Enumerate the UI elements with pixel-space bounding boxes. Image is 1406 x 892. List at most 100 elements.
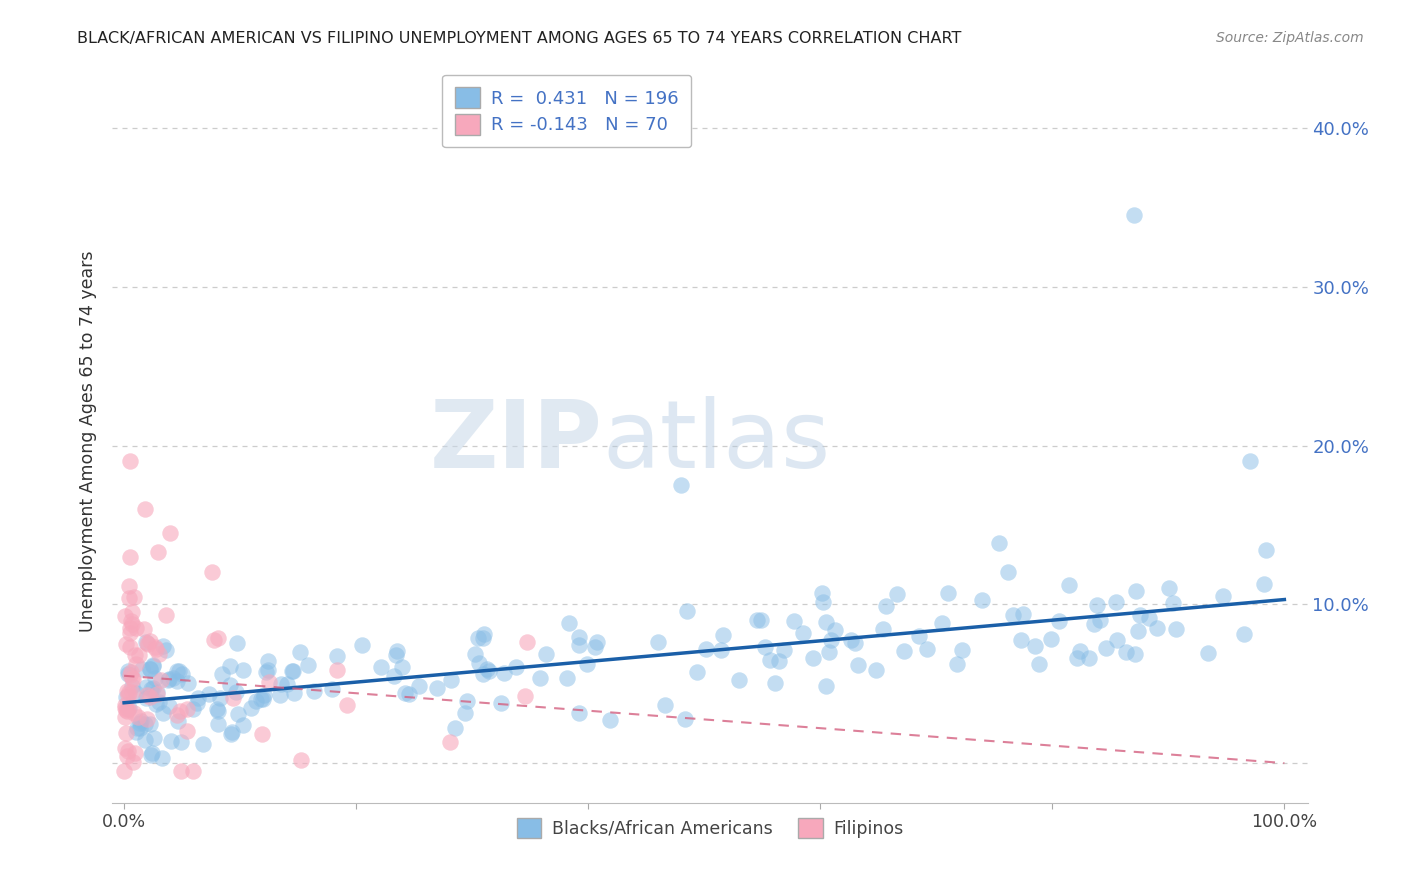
Point: [516, 634, 538, 648]
Point: [120, 665, 142, 680]
Point: [1057, 578, 1080, 592]
Point: [1146, 621, 1168, 635]
Point: [191, 737, 214, 751]
Point: [1024, 640, 1046, 654]
Point: [817, 645, 839, 659]
Point: [142, 681, 165, 696]
Point: [157, 672, 180, 686]
Point: [387, 643, 409, 657]
Point: [475, 662, 498, 676]
Point: [997, 565, 1019, 579]
Point: [1105, 633, 1128, 648]
Point: [118, 591, 141, 606]
Point: [1254, 543, 1277, 558]
Point: [162, 671, 184, 685]
Point: [139, 747, 162, 762]
Point: [124, 657, 146, 672]
Point: [801, 651, 824, 665]
Point: [118, 640, 141, 655]
Point: [254, 665, 277, 679]
Point: [257, 664, 280, 678]
Point: [121, 617, 143, 632]
Point: [152, 706, 174, 720]
Point: [114, 698, 136, 713]
Point: [136, 712, 159, 726]
Point: [135, 635, 157, 649]
Point: [529, 671, 551, 685]
Point: [205, 702, 228, 716]
Point: [125, 725, 148, 739]
Point: [1105, 595, 1128, 609]
Point: [181, 702, 204, 716]
Point: [122, 591, 145, 605]
Point: [115, 704, 138, 718]
Point: [288, 644, 311, 658]
Point: [946, 657, 969, 672]
Point: [115, 684, 138, 698]
Point: [112, 764, 135, 778]
Point: [128, 721, 150, 735]
Point: [1095, 640, 1118, 655]
Point: [1157, 581, 1180, 595]
Point: [239, 701, 262, 715]
Point: [166, 708, 188, 723]
Point: [201, 565, 224, 579]
Point: [117, 744, 139, 758]
Point: [269, 688, 291, 702]
Point: [751, 613, 773, 627]
Point: [1066, 651, 1088, 665]
Point: [169, 704, 191, 718]
Point: [207, 704, 229, 718]
Point: [141, 682, 163, 697]
Point: [134, 733, 156, 747]
Point: [1122, 208, 1144, 222]
Point: [1083, 616, 1105, 631]
Point: [257, 654, 280, 668]
Point: [695, 642, 717, 657]
Point: [352, 638, 374, 652]
Point: [763, 676, 786, 690]
Point: [783, 615, 806, 629]
Point: [125, 621, 148, 635]
Point: [117, 702, 139, 716]
Point: [139, 716, 162, 731]
Point: [120, 667, 142, 681]
Point: [114, 710, 136, 724]
Point: [676, 604, 699, 618]
Point: [872, 622, 894, 636]
Point: [127, 722, 149, 736]
Point: [875, 599, 897, 613]
Legend: Blacks/African Americans, Filipinos: Blacks/African Americans, Filipinos: [506, 807, 914, 848]
Point: [117, 664, 139, 678]
Point: [136, 637, 159, 651]
Point: [472, 666, 495, 681]
Point: [394, 686, 416, 700]
Point: [283, 686, 305, 700]
Point: [773, 643, 796, 657]
Point: [139, 690, 162, 704]
Point: [156, 673, 179, 687]
Point: [186, 696, 208, 710]
Point: [181, 764, 204, 778]
Point: [257, 674, 280, 689]
Point: [118, 579, 141, 593]
Point: [136, 688, 159, 702]
Point: [1115, 645, 1137, 659]
Point: [536, 648, 558, 662]
Point: [135, 690, 157, 705]
Point: [1047, 614, 1070, 628]
Point: [456, 694, 478, 708]
Point: [513, 689, 536, 703]
Point: [1129, 608, 1152, 623]
Point: [1166, 622, 1188, 636]
Point: [166, 674, 188, 689]
Point: [115, 726, 138, 740]
Point: [148, 695, 170, 709]
Point: [1028, 657, 1050, 672]
Point: [814, 615, 837, 629]
Point: [145, 697, 167, 711]
Point: [970, 592, 993, 607]
Point: [228, 706, 250, 721]
Point: [453, 706, 475, 720]
Point: [221, 724, 243, 739]
